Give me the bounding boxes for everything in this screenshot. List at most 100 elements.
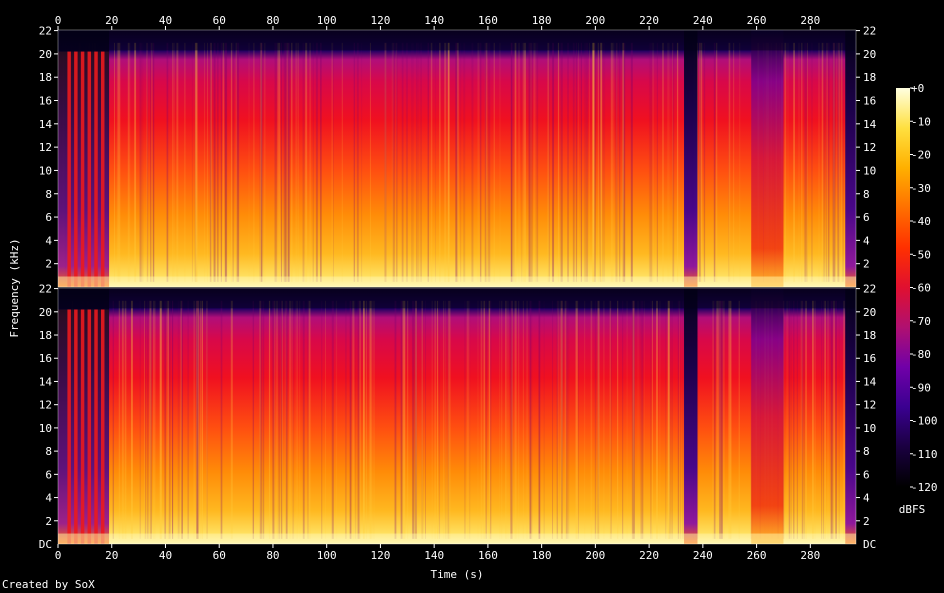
x-tick-label-top: 220 (639, 14, 659, 27)
y-tick-label-right: 12 (863, 141, 876, 154)
spectrogram-overlays (58, 30, 856, 544)
y-tick-label: 4 (45, 234, 52, 247)
x-tick-label: 180 (532, 549, 552, 562)
x-axis-label: Time (s) (431, 568, 484, 581)
colorbar-tick-label: -90 (911, 381, 931, 394)
x-tick-label-top: 240 (693, 14, 713, 27)
x-tick-label-top: 200 (585, 14, 605, 27)
event-region (684, 288, 698, 544)
x-tick-label: 60 (213, 549, 226, 562)
x-tick-label-top: 20 (105, 14, 118, 27)
colorbar-tick-label: -70 (911, 315, 931, 328)
colorbar: +0 -10 -20 -30 -40 -50 -60 -70 -80 -90 -100 -110 -12… (896, 82, 938, 494)
y-tick-label: 12 (39, 399, 52, 412)
y-tick-label: 18 (39, 329, 52, 342)
y-tick-label: 6 (45, 211, 52, 224)
x-tick-label: 220 (639, 549, 659, 562)
low-frequency-band (58, 276, 856, 287)
y-tick-label: 14 (39, 118, 53, 131)
y-tick-label-right: 4 (863, 492, 870, 505)
x-tick-label-top: 40 (159, 14, 172, 27)
channel-2-spectrum (58, 288, 856, 544)
y-tick-label-right: 4 (863, 234, 870, 247)
y-tick-label: 10 (39, 164, 52, 177)
y-tick-label: 16 (39, 352, 52, 365)
y-tick-label: 6 (45, 468, 52, 481)
x-tick-label: 260 (747, 549, 767, 562)
colorbar-tick-label: -20 (911, 149, 931, 162)
colorbar-tick-label: -80 (911, 348, 931, 361)
y-tick-label-right: 20 (863, 48, 876, 61)
colorbar-tick-label: -60 (911, 282, 931, 295)
x-tick-label-top: 0 (55, 14, 62, 27)
footer-credit: Created by SoX (2, 578, 95, 591)
y-tick-label: 12 (39, 141, 52, 154)
spectrogram-stripes (59, 42, 854, 539)
colorbar-tick-label: +0 (911, 82, 924, 95)
y-tick-label-right: 2 (863, 515, 870, 528)
y-tick-label-right: 16 (863, 95, 876, 108)
colorbar-label: dBFS (899, 503, 926, 516)
y-tick-label: 4 (45, 492, 52, 505)
y-tick-label-right: 6 (863, 211, 870, 224)
x-tick-label: 40 (159, 549, 172, 562)
above-20khz-band (58, 30, 856, 51)
event-region (684, 30, 698, 287)
y-axis-label: Frequency (kHz) (8, 238, 21, 337)
y-tick-label-right: 22 (863, 283, 876, 296)
y-tick-label: 18 (39, 71, 52, 84)
low-frequency-band (58, 533, 856, 544)
x-tick-label: 20 (105, 549, 118, 562)
colorbar-tick-label: -10 (911, 115, 931, 128)
colorbar-tick-label: -100 (911, 415, 938, 428)
y-tick-label-right: 8 (863, 188, 870, 201)
x-tick-label-top: 180 (532, 14, 552, 27)
y-tick-label-dc: DC (39, 538, 52, 551)
y-tick-label-right: 16 (863, 352, 876, 365)
x-tick-label-top: 80 (266, 14, 279, 27)
x-tick-label: 160 (478, 549, 498, 562)
channel-1-spectrum (58, 30, 856, 287)
x-tick-label: 120 (370, 549, 390, 562)
spectrogram-panels (58, 30, 856, 544)
x-tick-label: 280 (800, 549, 820, 562)
y-tick-label: 22 (39, 25, 52, 38)
y-tick-label-right: 18 (863, 329, 876, 342)
x-tick-label-top: 280 (800, 14, 820, 27)
y-tick-label: 10 (39, 422, 52, 435)
event-region (751, 30, 784, 287)
event-region (845, 30, 856, 287)
colorbar-tick-label: -120 (911, 481, 938, 494)
y-tick-label-dc-right: DC (863, 538, 876, 551)
colorbar-gradient (896, 88, 910, 487)
x-tick-label-top: 160 (478, 14, 498, 27)
y-tick-label-right: 18 (863, 71, 876, 84)
x-tick-label: 140 (424, 549, 444, 562)
x-tick-label: 240 (693, 549, 713, 562)
x-tick-label: 80 (266, 549, 279, 562)
x-tick-label-top: 120 (370, 14, 390, 27)
y-tick-label-right: 14 (863, 118, 877, 131)
y-tick-label: 14 (39, 375, 53, 388)
x-tick-label-top: 100 (317, 14, 337, 27)
y-tick-label-right: 10 (863, 164, 876, 177)
y-tick-label: 2 (45, 515, 52, 528)
x-tick-label: 200 (585, 549, 605, 562)
y-tick-label: 2 (45, 258, 52, 271)
above-20khz-band (58, 288, 856, 309)
colorbar-tick-label: -110 (911, 448, 938, 461)
y-tick-label: 8 (45, 445, 52, 458)
colorbar-tick-label: -40 (911, 215, 931, 228)
x-tick-label: 0 (55, 549, 62, 562)
event-region (845, 288, 856, 544)
y-tick-label-right: 8 (863, 445, 870, 458)
y-tick-label-right: 10 (863, 422, 876, 435)
colorbar-tick-label: -30 (911, 182, 931, 195)
y-tick-label-right: 12 (863, 399, 876, 412)
colorbar-tick-label: -50 (911, 248, 931, 261)
event-region (751, 288, 784, 544)
y-tick-label: 22 (39, 283, 52, 296)
y-tick-label-right: 6 (863, 468, 870, 481)
